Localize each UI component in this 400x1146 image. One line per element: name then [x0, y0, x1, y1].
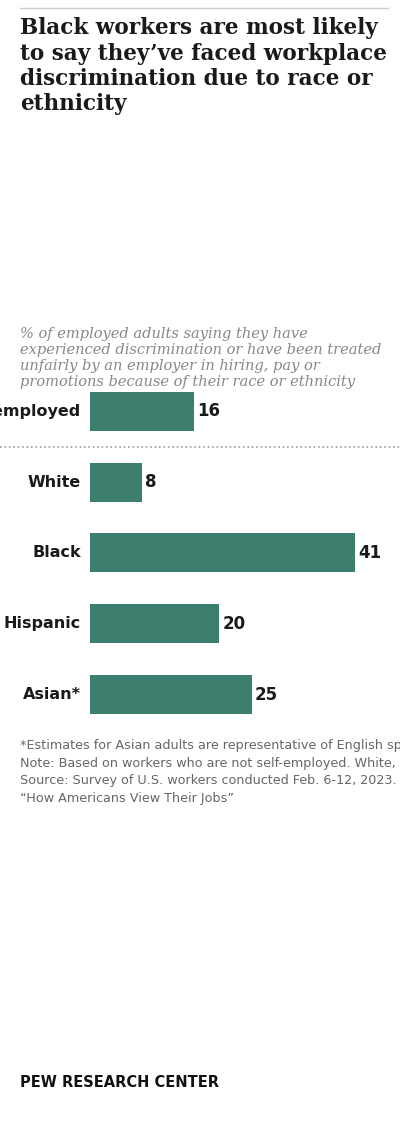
Bar — [90, 604, 219, 643]
Bar — [90, 392, 194, 431]
Bar — [90, 463, 142, 502]
Text: 16: 16 — [197, 402, 220, 421]
Text: 8: 8 — [145, 473, 157, 492]
Text: Hispanic: Hispanic — [3, 617, 81, 631]
Text: Black workers are most likely to say they’ve faced workplace discrimination due : Black workers are most likely to say the… — [20, 17, 387, 116]
Text: White: White — [27, 474, 81, 489]
Text: PEW RESEARCH CENTER: PEW RESEARCH CENTER — [20, 1075, 219, 1090]
Bar — [90, 534, 355, 572]
Text: % of employed adults saying they have experienced discrimination or have been tr: % of employed adults saying they have ex… — [20, 327, 381, 390]
Text: *Estimates for Asian adults are representative of English speakers only.
Note: B: *Estimates for Asian adults are represen… — [20, 739, 400, 804]
Bar — [90, 675, 252, 714]
Text: 25: 25 — [255, 685, 278, 704]
Text: 41: 41 — [358, 544, 381, 562]
Text: Black: Black — [32, 545, 81, 560]
Text: 20: 20 — [222, 614, 246, 633]
Text: Asian*: Asian* — [23, 686, 81, 702]
Text: All employed: All employed — [0, 403, 81, 419]
